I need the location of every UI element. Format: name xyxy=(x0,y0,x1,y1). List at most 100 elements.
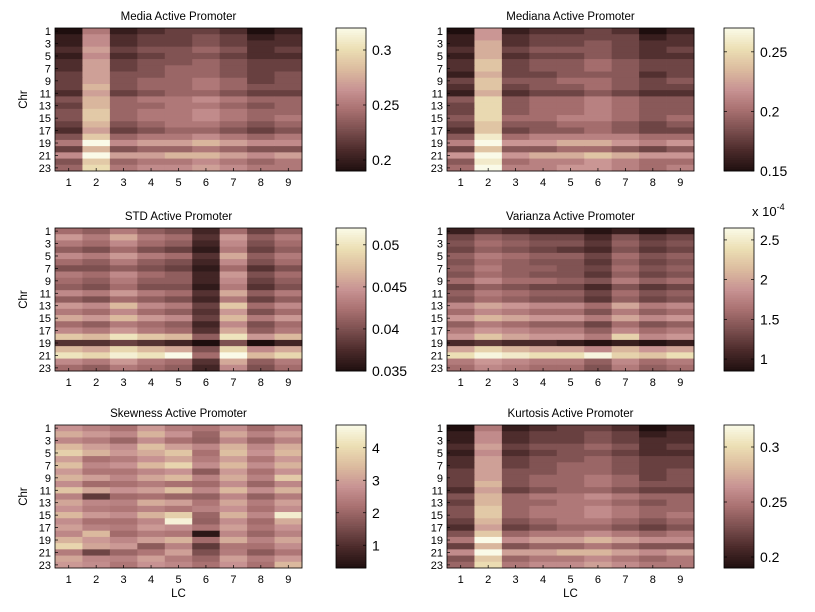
heatmap-cell xyxy=(219,65,248,72)
heatmap-cell xyxy=(556,512,585,519)
x-tick-label: 5 xyxy=(175,377,181,389)
heatmap-cell xyxy=(474,518,503,525)
heatmap-cell xyxy=(247,437,275,445)
heatmap-cell xyxy=(556,252,585,260)
heatmap-cell xyxy=(474,549,503,556)
x-tick-label: 8 xyxy=(258,574,264,586)
colorbar-step xyxy=(336,133,366,136)
colorbar-step xyxy=(724,168,754,172)
heatmap-cell xyxy=(474,40,503,48)
heatmap-cell xyxy=(247,228,275,235)
colorbar-step xyxy=(724,532,754,535)
heatmap-cell xyxy=(192,512,221,519)
heatmap-cell xyxy=(584,271,613,279)
colorbar-step xyxy=(336,61,366,65)
heatmap-cell xyxy=(82,493,111,501)
heatmap-cell xyxy=(447,283,475,291)
heatmap-cell xyxy=(447,302,475,310)
heatmap-cell xyxy=(666,90,695,97)
heatmap-cell xyxy=(137,228,166,235)
y-tick-label: 3 xyxy=(45,239,51,251)
heatmap-cell xyxy=(55,468,83,476)
colorbar-step xyxy=(724,68,754,71)
colorbar-step xyxy=(724,137,754,141)
heatmap-cell xyxy=(82,139,111,147)
colorbar-step xyxy=(724,303,754,307)
heatmap-cell xyxy=(247,333,275,341)
heatmap-cell xyxy=(447,65,475,72)
heatmap-cell xyxy=(447,512,475,519)
heatmap-cell xyxy=(274,283,303,291)
colorbar-step xyxy=(336,234,366,238)
heatmap-cell xyxy=(137,339,166,347)
heatmap-cell xyxy=(611,530,640,538)
heatmap-cell xyxy=(666,283,695,291)
heatmap-cell xyxy=(55,518,83,525)
heatmap-cell xyxy=(82,327,111,335)
heatmap-cell xyxy=(611,425,640,432)
heatmap-cell xyxy=(247,96,275,104)
heatmap-cell xyxy=(192,115,221,122)
heatmap-cell xyxy=(447,443,475,451)
heatmap-cell xyxy=(137,240,166,248)
heatmap-cell xyxy=(55,246,83,254)
y-tick-label: 9 xyxy=(437,276,443,288)
heatmap-cell xyxy=(611,102,640,110)
heatmap-cell xyxy=(501,315,530,322)
colorbar-step xyxy=(724,362,754,365)
heatmap-cell xyxy=(164,480,193,488)
heatmap-cell xyxy=(137,52,166,60)
y-tick-label: 1 xyxy=(437,226,443,238)
heatmap-cell xyxy=(82,127,111,135)
heatmap-cell xyxy=(164,152,193,159)
heatmap-cell xyxy=(55,462,83,469)
colorbar-step xyxy=(336,119,366,123)
heatmap-cell xyxy=(82,59,111,66)
heatmap-cell xyxy=(584,96,613,104)
heatmap-cell xyxy=(247,290,275,297)
heatmap-cell xyxy=(109,115,138,122)
heatmap-cell xyxy=(247,46,275,54)
x-tick-label: 8 xyxy=(258,377,264,389)
colorbar-step xyxy=(336,494,366,497)
heatmap-cell xyxy=(247,456,275,463)
heatmap-cell xyxy=(639,59,667,66)
heatmap-cell xyxy=(611,115,640,122)
y-tick-label: 23 xyxy=(39,560,51,572)
heatmap-cell xyxy=(274,146,303,153)
y-tick-label: 9 xyxy=(437,473,443,485)
heatmap-cell xyxy=(447,549,475,556)
heatmap-cell xyxy=(219,152,248,159)
heatmap-cell xyxy=(666,308,695,316)
colorbar-step xyxy=(336,243,366,247)
heatmap-cell xyxy=(529,283,558,291)
colorbar-step xyxy=(724,164,754,167)
heatmap-cell xyxy=(501,462,530,469)
heatmap-cell xyxy=(611,271,640,279)
colorbar-step xyxy=(336,144,366,147)
heatmap-cell xyxy=(164,90,193,97)
heatmap-cell xyxy=(639,28,667,35)
heatmap-cell xyxy=(219,443,248,451)
heatmap-cell xyxy=(529,259,558,266)
heatmap-cell xyxy=(164,108,193,116)
heatmap-cell xyxy=(109,265,138,272)
heatmap-cell xyxy=(447,425,475,432)
colorbar-step xyxy=(724,162,754,165)
colorbar-step xyxy=(336,462,366,466)
heatmap-cell xyxy=(109,302,138,310)
heatmap-cell xyxy=(584,437,613,445)
heatmap-cell xyxy=(556,518,585,525)
heatmap-cell xyxy=(109,240,138,248)
heatmap-cell xyxy=(501,115,530,122)
colorbar-step xyxy=(724,489,754,493)
colorbar-step xyxy=(724,348,754,352)
colorbar-step xyxy=(336,270,366,274)
heatmap-cell xyxy=(529,315,558,322)
colorbar-step xyxy=(724,28,754,31)
heatmap-cell xyxy=(639,77,667,85)
colorbar-step xyxy=(724,337,754,341)
